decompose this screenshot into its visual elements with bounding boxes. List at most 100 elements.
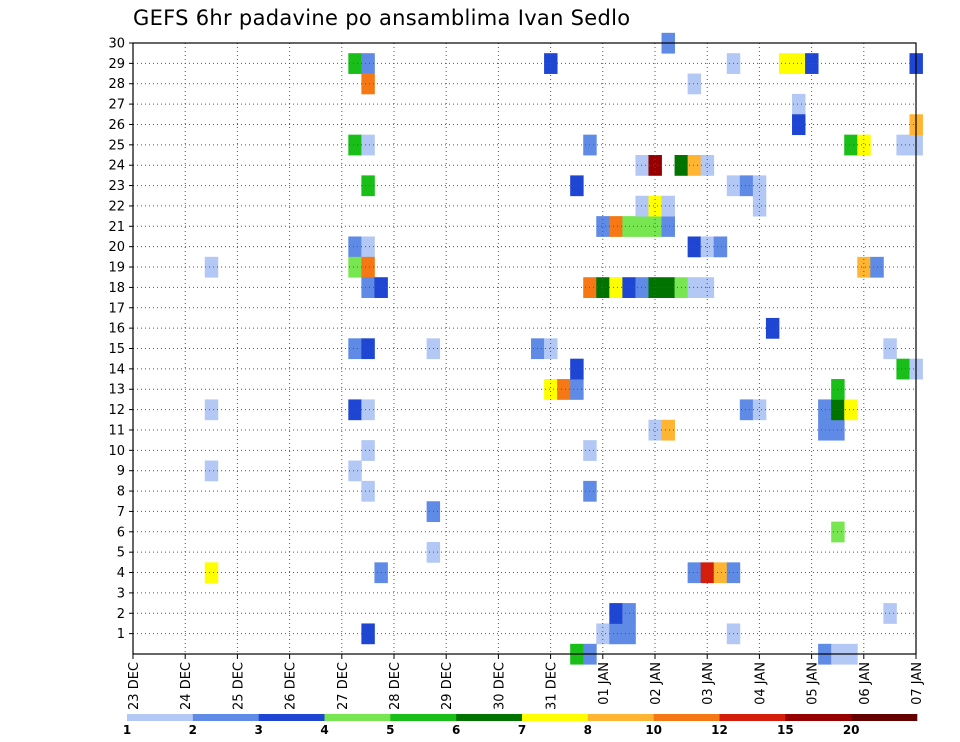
x-tick-label: 23 DEC — [127, 662, 142, 710]
y-tick-label: 23 — [108, 179, 125, 194]
y-tick-label: 16 — [108, 322, 125, 337]
heatmap-cell — [348, 134, 362, 156]
heatmap-cell — [609, 623, 623, 645]
heatmap-cell — [361, 440, 375, 461]
colorbar-segment — [456, 714, 523, 721]
colorbar-label: 4 — [320, 723, 328, 737]
colorbar-segment — [390, 714, 457, 721]
heatmap-cell — [792, 93, 806, 115]
colorbar-segment — [522, 714, 589, 721]
heatmap-cell — [635, 277, 649, 298]
heatmap-cell — [661, 216, 675, 237]
heatmap-cell — [765, 317, 780, 339]
heatmap-cell — [844, 134, 858, 156]
heatmap-cell — [204, 399, 219, 421]
y-tick-label: 24 — [108, 159, 125, 174]
heatmap-cell — [596, 216, 610, 237]
x-tick-label: 30 DEC — [492, 662, 507, 710]
heatmap-cell — [348, 338, 362, 360]
heatmap-cell — [739, 175, 754, 197]
colorbar-label: 15 — [777, 723, 794, 737]
colorbar-label: 12 — [711, 723, 728, 737]
heatmap-cell — [361, 480, 375, 502]
heatmap-cell — [700, 236, 715, 258]
heatmap-cell — [348, 399, 362, 421]
heatmap-cell — [635, 216, 649, 237]
heatmap-cell — [713, 562, 728, 584]
y-tick-label: 3 — [117, 586, 125, 601]
x-tick-label: 07 JAN — [910, 662, 925, 705]
x-tick-label: 31 DEC — [545, 662, 560, 710]
heatmap-cell — [687, 562, 702, 584]
y-tick-label: 26 — [108, 118, 125, 133]
heatmap-cell — [596, 623, 610, 645]
heatmap-cell — [818, 399, 832, 421]
y-tick-label: 1 — [117, 627, 125, 642]
colorbar-segment — [192, 714, 259, 721]
chart-title: GEFS 6hr padavine po ansamblima Ivan Sed… — [133, 6, 631, 30]
x-tick-label: 05 JAN — [806, 662, 821, 705]
heatmap-cell — [792, 114, 806, 136]
heatmap-cell — [361, 134, 375, 156]
heatmap-cell — [361, 623, 375, 645]
y-tick-label: 29 — [108, 57, 125, 72]
x-tick-label: 01 JAN — [597, 662, 612, 705]
colorbar-label: 8 — [584, 723, 592, 737]
heatmap-cell — [204, 562, 219, 584]
heatmap-cell — [857, 134, 871, 156]
y-tick-label: 25 — [108, 138, 125, 153]
heatmap-cell — [361, 256, 375, 278]
y-tick-label: 7 — [117, 505, 125, 520]
x-tick-label: 25 DEC — [231, 662, 246, 710]
heatmap-cell — [361, 53, 375, 74]
y-tick-label: 6 — [117, 525, 125, 540]
heatmap-cell — [361, 277, 375, 298]
y-tick-label: 13 — [108, 383, 125, 398]
heatmap-cell — [609, 216, 623, 237]
heatmap-cell — [896, 358, 910, 380]
heatmap-cell — [361, 73, 375, 95]
colorbar-segment — [127, 714, 194, 721]
heatmap-cell — [700, 155, 715, 176]
y-tick-label: 28 — [108, 77, 125, 92]
y-tick-label: 18 — [108, 281, 125, 296]
heatmap-cell — [557, 379, 571, 400]
x-tick-label: 26 DEC — [284, 662, 299, 710]
x-tick-label: 28 DEC — [388, 662, 403, 710]
colorbar-label: 5 — [386, 723, 394, 737]
y-tick-label: 30 — [108, 37, 125, 52]
heatmap-cell — [687, 236, 702, 258]
heatmap-cell — [792, 53, 806, 74]
colorbar-label: 6 — [452, 723, 460, 737]
heatmap-cell — [739, 399, 754, 421]
y-tick-label: 14 — [108, 362, 125, 377]
y-tick-label: 5 — [117, 546, 125, 561]
heatmap-cell — [348, 53, 362, 74]
heatmap-cell — [648, 419, 662, 441]
heatmap-cell — [348, 460, 362, 482]
y-tick-label: 15 — [108, 342, 125, 357]
colorbar-segment — [719, 714, 786, 721]
heatmap-cell — [609, 603, 623, 624]
colorbar-label: 1 — [123, 723, 131, 737]
heatmap-cell — [361, 236, 375, 258]
x-tick-label: 03 JAN — [701, 662, 716, 705]
heatmap-cell — [883, 603, 897, 624]
heatmap-cell — [752, 195, 767, 217]
heatmap-cell — [661, 195, 675, 217]
y-tick-label: 11 — [108, 423, 125, 438]
colorbar-segment — [258, 714, 325, 721]
x-tick-label: 04 JAN — [753, 662, 768, 705]
colorbar-label: 3 — [254, 723, 262, 737]
y-tick-label: 10 — [108, 444, 125, 459]
heatmap-cell — [348, 236, 362, 258]
heatmap-cell — [700, 562, 715, 584]
x-tick-label: 06 JAN — [858, 662, 873, 705]
heatmap-cell — [896, 134, 910, 156]
heatmap-cell — [687, 277, 702, 298]
x-tick-label: 24 DEC — [179, 662, 194, 710]
heatmap-cell — [713, 236, 728, 258]
x-tick-label: 27 DEC — [336, 662, 351, 710]
heatmap-cell — [361, 399, 375, 421]
